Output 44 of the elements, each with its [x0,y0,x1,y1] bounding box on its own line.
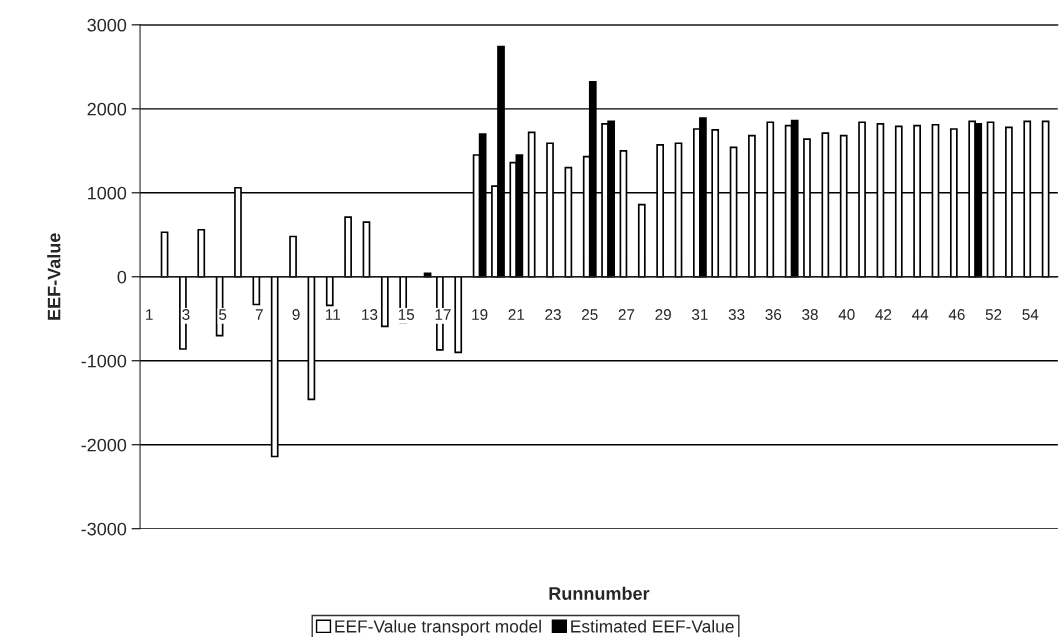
x-tick-label: 44 [912,309,929,320]
x-tick-label: 9 [292,309,300,320]
bar [362,221,371,278]
bar [380,275,389,328]
bar [454,275,463,354]
x-tick-label: 5 [219,309,227,320]
bar [289,235,297,278]
x-tick-label: 19 [472,309,488,320]
x-tick-label: 15 [398,309,415,320]
bar [637,203,646,278]
x-tick-label: 3 [182,309,190,320]
x-tick-label: 13 [362,309,378,320]
x-tick-label: 33 [728,309,745,320]
x-tick-label: 11 [326,309,340,320]
x-tick-label: 31 [691,309,708,320]
bar [344,216,352,278]
legend-label: EEF-Value transport model [335,619,541,637]
x-tick-label: 27 [618,309,635,320]
x-tick-label: 29 [655,309,671,320]
x-tick-label: 38 [802,309,818,320]
x-axis-title: Runnumber [549,586,650,600]
y-tick-label: -2000 [81,438,127,452]
x-tick-label: 25 [582,309,598,320]
x-tick-label: 23 [545,309,561,320]
x-tick-label: 1 [146,309,153,320]
bar [197,228,206,278]
x-tick-label: 54 [1022,309,1039,320]
legend-label: Estimated EEF-Value [571,619,734,633]
y-tick-label: -3000 [81,522,127,536]
x-tick-label: 36 [765,309,782,320]
y-axis-title: EEF-Value [47,233,61,320]
x-tick-label: 21 [508,309,525,320]
x-tick-label: 40 [838,309,855,320]
x-tick-label: 52 [985,309,1002,320]
bar [160,231,169,278]
x-tick-label: 46 [948,309,965,320]
y-tick-label: 2000 [87,102,127,116]
y-tick-label: 1000 [88,186,127,200]
y-tick-label: 0 [117,270,127,284]
y-tick-label: -1000 [81,354,127,368]
x-tick-label: 7 [255,309,263,320]
x-tick-label: 17 [435,309,451,320]
x-tick-label: 42 [875,309,892,320]
y-tick-label: 3000 [87,18,127,32]
